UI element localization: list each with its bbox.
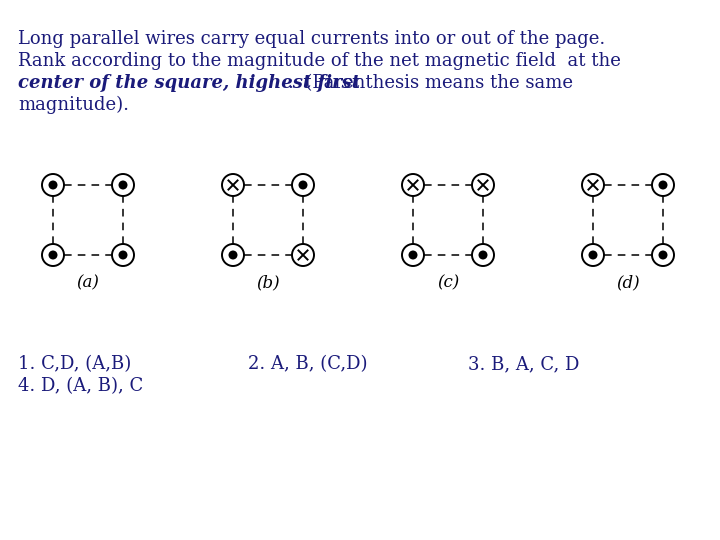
Text: 1. C,D, (A,B): 1. C,D, (A,B): [18, 355, 131, 373]
Circle shape: [48, 180, 58, 190]
Circle shape: [119, 180, 127, 190]
Circle shape: [299, 180, 307, 190]
Text: magnitude).: magnitude).: [18, 96, 129, 114]
Circle shape: [479, 251, 487, 260]
Text: (c): (c): [437, 274, 459, 291]
Text: Long parallel wires carry equal currents into or out of the page.: Long parallel wires carry equal currents…: [18, 30, 606, 48]
Circle shape: [588, 251, 598, 260]
Text: (d): (d): [616, 274, 640, 291]
Text: .  (Parenthesis means the same: . (Parenthesis means the same: [288, 74, 573, 92]
Circle shape: [659, 251, 667, 260]
Text: 2. A, B, (C,D): 2. A, B, (C,D): [248, 355, 367, 373]
Text: 4. D, (A, B), C: 4. D, (A, B), C: [18, 377, 143, 395]
Circle shape: [48, 251, 58, 260]
Circle shape: [659, 180, 667, 190]
Text: center of the square, highest first: center of the square, highest first: [18, 74, 360, 92]
Circle shape: [119, 251, 127, 260]
Text: 3. B, A, C, D: 3. B, A, C, D: [468, 355, 580, 373]
Circle shape: [408, 251, 418, 260]
Text: (a): (a): [76, 274, 99, 291]
Circle shape: [228, 251, 238, 260]
Text: Rank according to the magnitude of the net magnetic field  at the: Rank according to the magnitude of the n…: [18, 52, 621, 70]
Text: (b): (b): [256, 274, 280, 291]
